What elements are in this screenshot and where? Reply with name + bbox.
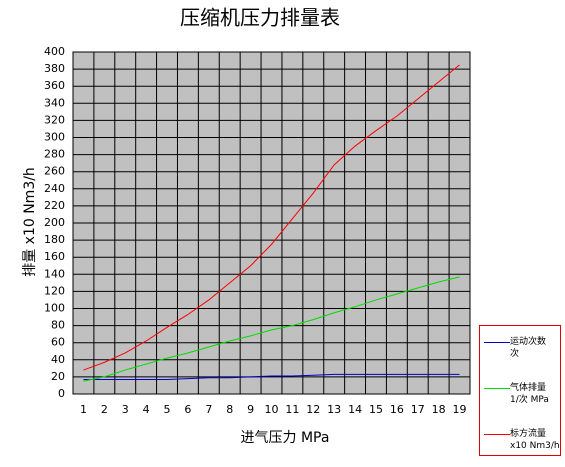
y-tick-label: 40	[51, 353, 65, 366]
x-tick-label: 13	[327, 403, 341, 416]
legend-swatch	[484, 434, 510, 435]
y-tick-label: 80	[51, 319, 65, 332]
y-tick-label: 240	[44, 182, 65, 195]
chart-title: 压缩机压力排量表	[180, 6, 340, 30]
series-line	[83, 373, 460, 380]
y-tick-label: 0	[58, 387, 65, 400]
y-tick-label: 400	[44, 45, 65, 58]
x-tick-label: 19	[453, 403, 467, 416]
legend-label: 标方流量 x10 Nm3/h	[510, 429, 560, 451]
x-tick-label: 15	[369, 403, 383, 416]
legend-swatch	[484, 388, 510, 389]
x-tick-label: 12	[306, 403, 320, 416]
x-tick-label: 1	[80, 403, 87, 416]
y-tick-label: 160	[44, 250, 65, 263]
y-tick-label: 200	[44, 216, 65, 229]
y-tick-label: 340	[44, 96, 65, 109]
x-tick-label: 7	[205, 403, 212, 416]
legend-label: 气体排量 1/次 MPa	[510, 383, 549, 405]
y-tick-label: 260	[44, 165, 65, 178]
y-tick-label: 20	[51, 370, 65, 383]
legend: 运动次数 次气体排量 1/次 MPa 标方流量 x10 Nm3/h	[479, 325, 561, 456]
y-tick-label: 180	[44, 233, 65, 246]
x-tick-label: 6	[184, 403, 191, 416]
x-tick-label: 16	[390, 403, 404, 416]
y-tick-label: 120	[44, 284, 65, 297]
y-tick-label: 360	[44, 79, 65, 92]
x-tick-label: 8	[226, 403, 233, 416]
x-tick-label: 5	[164, 403, 171, 416]
x-tick-label: 4	[143, 403, 150, 416]
y-tick-label: 100	[44, 302, 65, 315]
y-tick-label: 280	[44, 148, 65, 161]
x-tick-label: 2	[101, 403, 108, 416]
x-tick-label: 18	[432, 403, 446, 416]
y-axis-label: 排量 x10 Nm3/h	[22, 167, 38, 277]
y-tick-label: 140	[44, 267, 65, 280]
x-axis-label: 进气压力 MPa	[241, 430, 330, 446]
y-tick-label: 220	[44, 199, 65, 212]
y-tick-label: 60	[51, 336, 65, 349]
x-tick-label: 14	[348, 403, 362, 416]
x-tick-label: 11	[285, 403, 299, 416]
x-tick-label: 9	[247, 403, 254, 416]
legend-swatch	[484, 342, 510, 343]
y-tick-label: 320	[44, 113, 65, 126]
y-tick-label: 300	[44, 131, 65, 144]
legend-label: 运动次数 次	[510, 337, 547, 359]
y-tick-label: 380	[44, 62, 65, 75]
x-tick-label: 17	[411, 403, 425, 416]
series-line	[83, 64, 460, 371]
x-tick-label: 10	[265, 403, 279, 416]
series-line	[83, 276, 460, 382]
x-tick-label: 3	[122, 403, 129, 416]
